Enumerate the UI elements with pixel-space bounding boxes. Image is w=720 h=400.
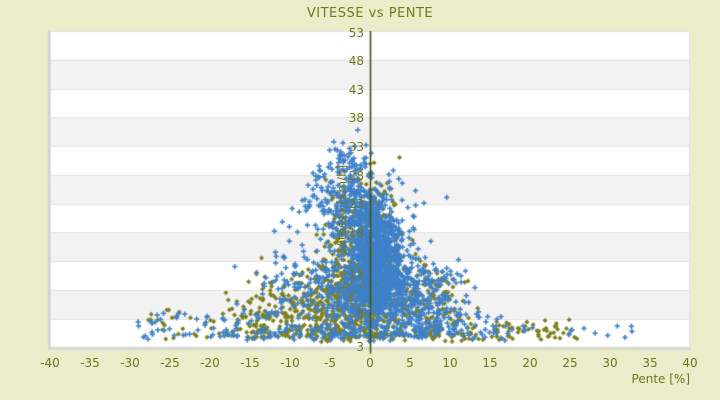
x-tick-label: -30 — [120, 356, 140, 370]
x-tick-label: 15 — [482, 356, 498, 370]
x-tick-label: -10 — [280, 356, 300, 370]
y-tick-label: 18 — [348, 225, 364, 240]
x-tick-label: 5 — [406, 356, 414, 370]
x-tick-label: -35 — [80, 356, 100, 370]
y-tick-label: 28 — [348, 168, 364, 183]
x-tick-label: 0 — [366, 356, 374, 370]
y-tick-label: 33 — [348, 139, 364, 154]
x-tick-label: -40 — [40, 356, 60, 370]
y-tick-label: 38 — [348, 111, 364, 126]
y-tick-label: 23 — [348, 197, 364, 212]
y-tick-label: 53 — [348, 25, 364, 40]
x-tick-label: 40 — [682, 356, 698, 370]
y-tick-label: 48 — [348, 54, 364, 69]
x-tick-label: 25 — [562, 356, 578, 370]
y-tick-label: 13 — [348, 266, 364, 281]
y-tick-label: 3 — [356, 340, 364, 354]
y-axis-title: Vitesse [km/h] — [335, 164, 349, 252]
x-tick-label: -25 — [160, 356, 180, 370]
y-tick-label: 43 — [348, 82, 364, 97]
x-tick-label: 30 — [602, 356, 618, 370]
chart-title: VITESSE vs PENTE — [306, 6, 434, 21]
y-tick-label: 8 — [356, 305, 364, 320]
x-tick-label: 10 — [442, 356, 458, 370]
x-axis-title: Pente [%] — [631, 372, 690, 386]
x-tick-label: 20 — [522, 356, 538, 370]
x-tick-label: -15 — [240, 356, 260, 370]
x-tick-label: -20 — [200, 356, 220, 370]
x-tick-label: 35 — [642, 356, 658, 370]
x-tick-label: -5 — [324, 356, 336, 370]
